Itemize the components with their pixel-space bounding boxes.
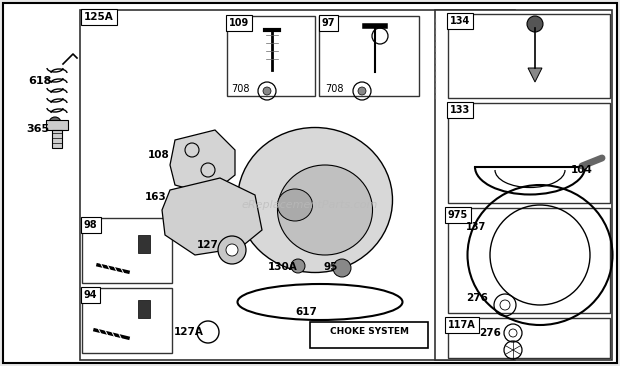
Text: 708: 708 xyxy=(325,84,343,94)
Bar xyxy=(448,103,610,203)
Polygon shape xyxy=(528,68,542,82)
Ellipse shape xyxy=(237,127,392,273)
Text: 108: 108 xyxy=(148,150,170,160)
Text: 109: 109 xyxy=(229,18,249,28)
Circle shape xyxy=(218,236,246,264)
Text: 276: 276 xyxy=(479,328,501,338)
Circle shape xyxy=(226,244,238,256)
Bar xyxy=(82,288,172,353)
Text: 130A: 130A xyxy=(268,262,298,272)
Text: 134: 134 xyxy=(450,16,470,26)
Text: 617: 617 xyxy=(295,307,317,317)
Bar xyxy=(80,10,515,360)
Bar xyxy=(448,14,610,98)
Circle shape xyxy=(291,259,305,273)
Polygon shape xyxy=(170,130,235,195)
Circle shape xyxy=(527,16,543,32)
Bar xyxy=(46,120,68,130)
Text: 708: 708 xyxy=(231,84,249,94)
Bar xyxy=(138,235,150,253)
Text: 95: 95 xyxy=(323,262,337,272)
Bar xyxy=(138,300,150,318)
Circle shape xyxy=(263,87,271,95)
Bar xyxy=(448,318,610,358)
Bar xyxy=(319,16,419,96)
Text: 125A: 125A xyxy=(84,12,113,22)
Circle shape xyxy=(333,259,351,277)
Bar xyxy=(435,10,612,360)
Polygon shape xyxy=(162,178,262,255)
Text: 104: 104 xyxy=(571,165,593,175)
Text: 276: 276 xyxy=(466,293,488,303)
Text: 127: 127 xyxy=(197,240,219,250)
Text: 98: 98 xyxy=(84,220,97,230)
Text: 97: 97 xyxy=(322,18,335,28)
Bar xyxy=(310,322,428,348)
Bar xyxy=(52,130,62,148)
Bar xyxy=(227,16,315,96)
Bar xyxy=(82,218,172,283)
Text: 94: 94 xyxy=(84,290,97,300)
Ellipse shape xyxy=(278,189,312,221)
Text: 117A: 117A xyxy=(448,320,476,330)
Ellipse shape xyxy=(278,165,373,255)
Text: 365: 365 xyxy=(26,124,49,134)
Bar xyxy=(448,208,610,313)
Text: CHOKE SYSTEM: CHOKE SYSTEM xyxy=(329,327,409,336)
Text: eReplacementParts.com: eReplacementParts.com xyxy=(242,200,378,210)
Text: 163: 163 xyxy=(145,192,167,202)
Text: 975: 975 xyxy=(448,210,468,220)
Text: 618: 618 xyxy=(28,76,51,86)
Circle shape xyxy=(49,117,61,129)
Text: 127A: 127A xyxy=(174,327,204,337)
Text: 133: 133 xyxy=(450,105,470,115)
Circle shape xyxy=(358,87,366,95)
Text: 137: 137 xyxy=(466,222,486,232)
